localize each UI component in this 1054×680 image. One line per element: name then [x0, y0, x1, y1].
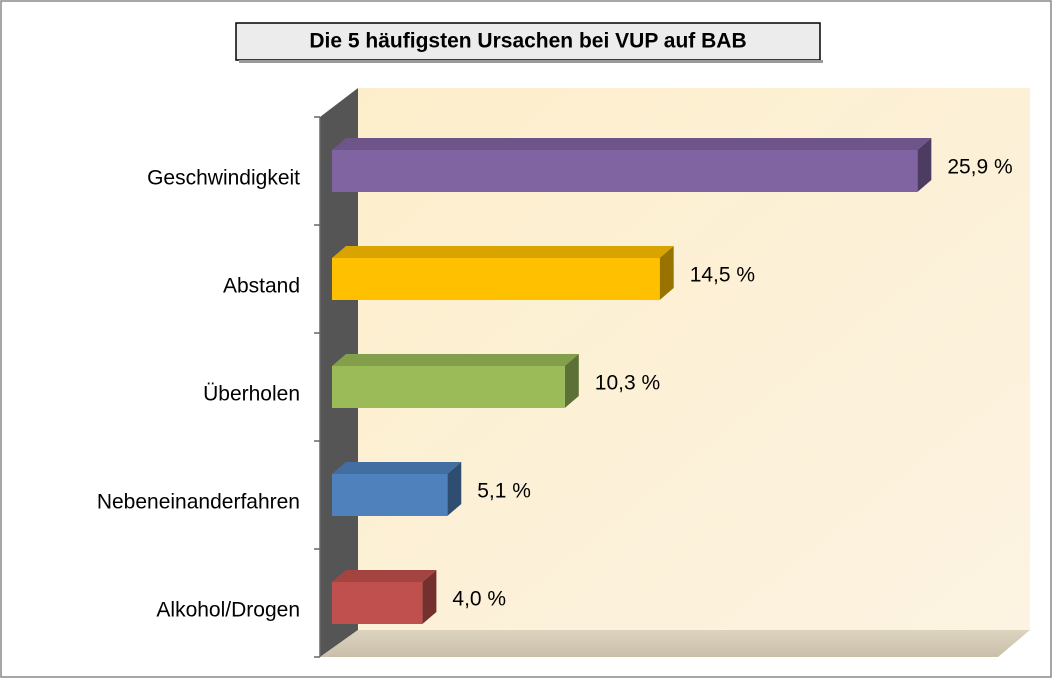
- category-ticks: [314, 116, 321, 658]
- bar-side: [659, 246, 674, 300]
- value-label: 5,1 %: [477, 480, 531, 503]
- y-tick-label: Nebeneinanderfahren: [97, 491, 300, 514]
- chart-title: Die 5 häufigsten Ursachen bei VUP auf BA…: [309, 30, 746, 53]
- bar: [332, 474, 448, 516]
- bar: [332, 582, 423, 624]
- value-label: 4,0 %: [452, 588, 506, 611]
- bar-top: [332, 570, 437, 582]
- title-shadow: [239, 60, 823, 63]
- bar-side: [422, 570, 437, 624]
- y-tick-label: Überholen: [203, 383, 300, 406]
- bar-top: [332, 354, 579, 366]
- bar-side: [564, 354, 579, 408]
- back-wall: [358, 88, 1030, 630]
- bar-top: [332, 138, 932, 150]
- bar-top: [332, 462, 462, 474]
- bar-side: [917, 138, 932, 192]
- floor: [320, 630, 1030, 657]
- bar-top: [332, 246, 674, 258]
- bar: [332, 258, 660, 300]
- value-label: 25,9 %: [947, 156, 1012, 179]
- bar: [332, 150, 918, 192]
- y-tick-label: Abstand: [223, 275, 300, 298]
- y-tick-label: Geschwindigkeit: [147, 167, 300, 190]
- bar: [332, 366, 565, 408]
- value-label: 14,5 %: [690, 264, 755, 287]
- title-box: [235, 22, 821, 61]
- value-label: 10,3 %: [595, 372, 660, 395]
- bar-side: [447, 462, 462, 516]
- y-tick-label: Alkohol/Drogen: [156, 599, 300, 622]
